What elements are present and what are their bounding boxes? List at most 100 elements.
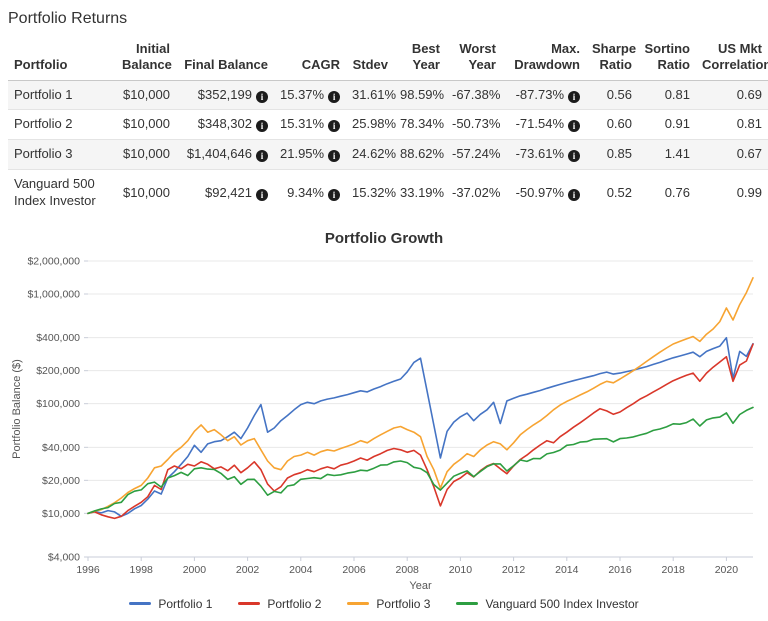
cell-best: 98.59% (400, 86, 445, 102)
cell-uscorr: 0.81 (696, 109, 768, 140)
info-icon[interactable]: i (256, 120, 268, 133)
cell-cagr: 9.34% i (274, 169, 346, 216)
y-tick-label: $4,000 (48, 551, 80, 563)
cell-stdev: 31.61% (352, 86, 397, 102)
x-tick-label: 1998 (130, 564, 154, 576)
y-axis-title: Portfolio Balance ($) (11, 359, 23, 459)
info-icon[interactable]: i (568, 90, 580, 103)
series-line-portfolio-3 (87, 276, 754, 515)
legend-label: Vanguard 500 Index Investor (485, 596, 639, 611)
legend-item-portfolio-3[interactable]: Portfolio 3 (347, 597, 430, 611)
cell-name: Portfolio 3 (8, 139, 116, 170)
x-tick-label: 2006 (342, 564, 366, 576)
series-line-vanguard-500-index-investor (87, 406, 754, 515)
x-tick-label: 1996 (76, 564, 100, 576)
cell-uscorr: 0.69 (736, 86, 762, 102)
cell-best: 88.62% (394, 139, 446, 170)
y-tick-label: $10,000 (42, 508, 80, 520)
y-tick-label: $400,000 (36, 332, 80, 344)
portfolio-growth-chart: Portfolio Growth $2,000,000 $1,000,000 $40… (8, 230, 760, 611)
x-tick-label: 2016 (608, 564, 632, 576)
y-tick-label: $100,000 (36, 398, 80, 410)
cell-worst: -37.02% (446, 169, 502, 216)
column-header-sortino-ratio: Sortino Ratio (638, 38, 696, 81)
table-row: Portfolio 1 $10,000 $352,199 i 15.37% i 31.61%… (8, 80, 768, 110)
cell-sortino: 0.91 (638, 109, 696, 140)
x-tick-label: 2012 (502, 564, 526, 576)
legend-swatch (129, 602, 152, 606)
x-axis-title: Year (409, 580, 432, 592)
info-icon[interactable]: i (328, 90, 341, 103)
legend-swatch (238, 602, 261, 606)
y-tick-label: $200,000 (36, 365, 80, 377)
x-tick-label: 2014 (555, 564, 579, 576)
chart-legend: Portfolio 1 Portfolio 2 Portfolio 3 Vanguar… (8, 597, 760, 611)
info-icon[interactable]: i (328, 150, 341, 163)
legend-swatch (347, 602, 370, 606)
cell-sharpe: 0.60 (586, 109, 638, 140)
cell-final: $92,421 i (176, 169, 274, 216)
cell-sortino: 1.41 (638, 139, 696, 170)
column-header-sharpe-ratio: Sharpe Ratio (586, 38, 638, 81)
y-tick-label: $20,000 (42, 475, 80, 487)
info-icon[interactable]: i (328, 188, 340, 201)
cell-worst: -50.73% (446, 109, 502, 140)
cell-name: Portfolio 2 (8, 109, 116, 140)
x-tick-label: 2004 (289, 564, 313, 576)
cell-uscorr: 0.67 (696, 139, 768, 170)
chart-plot-area[interactable]: $2,000,000 $1,000,000 $400,000 $200,000 $100… (8, 249, 760, 595)
y-tick-label: $40,000 (42, 442, 80, 454)
cell-cagr: 21.95% i (274, 139, 346, 170)
table-row: Portfolio 2 $10,000 $348,302 i 15.31% i 25.98%… (8, 109, 768, 140)
x-tick-label: 2010 (449, 564, 473, 576)
info-icon[interactable]: i (568, 120, 580, 133)
legend-item-vanguard-500-index-investor[interactable]: Vanguard 500 Index Investor (456, 596, 639, 611)
page-title: Portfolio Returns (8, 10, 128, 27)
info-icon[interactable]: i (328, 120, 341, 133)
x-tick-label: 2002 (236, 564, 260, 576)
series-line-portfolio-2 (87, 343, 754, 520)
x-tick-label: 2020 (715, 564, 739, 576)
cell-final: $352,199 i (176, 80, 274, 110)
cell-best: 33.19% (394, 169, 446, 216)
info-icon[interactable]: i (256, 90, 268, 103)
info-icon[interactable]: i (568, 188, 580, 201)
legend-item-portfolio-2[interactable]: Portfolio 2 (238, 597, 321, 611)
cell-uscorr: 0.99 (696, 169, 768, 216)
cell-name: Vanguard 500 Index Investor (8, 169, 116, 216)
cell-sortino: 0.81 (664, 86, 690, 102)
column-header-portfolio: Portfolio (8, 38, 116, 81)
x-tick-label: 2000 (183, 564, 207, 576)
cell-worst: -67.38% (452, 86, 501, 102)
cell-initial: $10,000 (116, 109, 176, 140)
y-tick-label: $1,000,000 (27, 288, 80, 300)
cell-initial: $10,000 (116, 169, 176, 216)
cell-best: 78.34% (394, 109, 446, 140)
column-header-max-drawdown: Max. Drawdown (502, 38, 586, 81)
y-tick-label: $2,000,000 (27, 255, 80, 267)
cell-cagr: 15.31% i (274, 109, 346, 140)
cell-worst: -57.24% (446, 139, 502, 170)
legend-label: Portfolio 2 (267, 596, 322, 611)
cell-final: $1,404,646 i (176, 139, 274, 170)
cell-maxdd: -73.61% i (502, 139, 586, 170)
cell-stdev: 25.98% (346, 109, 396, 140)
series-line-portfolio-1 (87, 336, 754, 518)
legend-item-portfolio-1[interactable]: Portfolio 1 (129, 597, 212, 611)
column-header-stdev: Stdev (346, 38, 394, 81)
table-row: Portfolio 3 $10,000 $1,404,646 i 21.95% i 24.6… (8, 139, 768, 170)
info-icon[interactable]: i (256, 188, 268, 201)
chart-title: Portfolio Growth (324, 229, 444, 247)
cell-maxdd: -87.73% i (502, 80, 586, 110)
table-header-row: Portfolio Initial Balance Final Balance CAG… (8, 38, 768, 81)
legend-label: Portfolio 3 (376, 596, 431, 611)
cell-name: Portfolio 1 (14, 86, 73, 102)
cell-sharpe: 0.56 (606, 86, 632, 102)
column-header-us-mkt-correlation: US Mkt Correlation (696, 38, 768, 81)
cell-sharpe: 0.52 (586, 169, 638, 216)
column-header-best-year: Best Year (394, 38, 446, 81)
info-icon[interactable]: i (256, 150, 268, 163)
info-icon[interactable]: i (568, 150, 580, 163)
x-tick-label: 2008 (396, 564, 420, 576)
